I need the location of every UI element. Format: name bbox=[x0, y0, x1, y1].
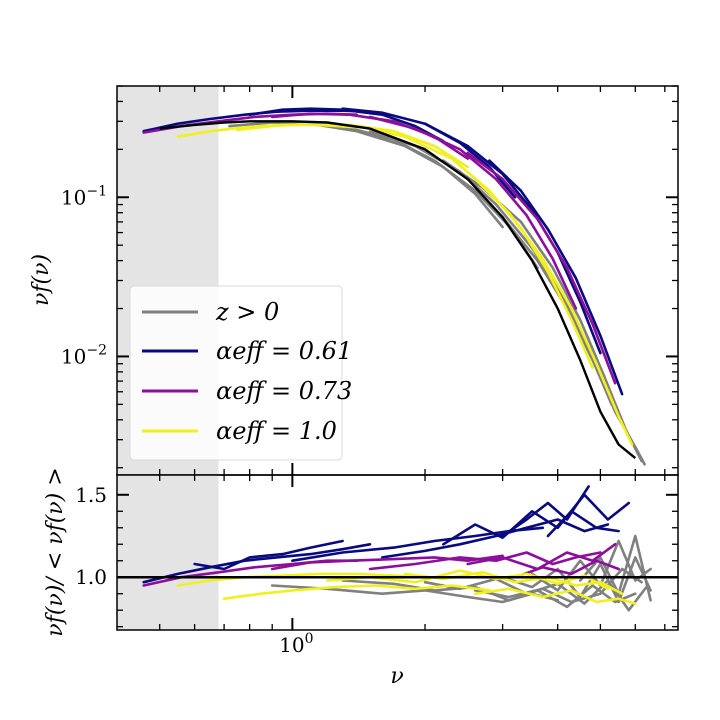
main-series-1-curve-4 bbox=[488, 159, 624, 396]
ratio-series-2-curve-2 bbox=[368, 551, 602, 571]
main-series-3-curve-3 bbox=[473, 177, 634, 446]
legend-label-z: z > 0 bbox=[215, 298, 279, 326]
ratio-series-3-curve-4 bbox=[473, 587, 637, 605]
ratio-series-2-curve-4 bbox=[513, 559, 620, 579]
main-series-2-curve-2 bbox=[368, 115, 578, 310]
ratio-series-0-curve-6 bbox=[473, 567, 643, 604]
main-ytick-label-0.1: 10−1 bbox=[61, 183, 107, 209]
ratio-shaded-region bbox=[117, 475, 219, 630]
legend-box bbox=[129, 285, 343, 461]
ratio-ylabel: νf(ν)/ < νf(ν) > bbox=[43, 467, 68, 636]
ratio-axes-frame bbox=[116, 474, 679, 631]
ratio-series-2-curve-1 bbox=[270, 554, 504, 571]
main-series-1-curve-3 bbox=[423, 122, 602, 355]
legend: z > 0 αeff = 0.61 αeff = 0.73 αeff = 1.0 bbox=[129, 285, 352, 461]
ratio-xtick-label-1: 100 bbox=[279, 631, 313, 657]
ratio-series-0-curve-1 bbox=[341, 579, 637, 609]
ratio-series-1-curve-1 bbox=[193, 539, 344, 571]
ratio-panel: 1.5 1.0 100 νf(ν)/ < νf(ν) > ν bbox=[43, 467, 679, 689]
ratio-ytick-label-1.0: 1.0 bbox=[75, 565, 107, 589]
main-series-2-curve-3 bbox=[466, 151, 617, 385]
xlabel: ν bbox=[390, 664, 403, 689]
legend-label-alpha-061: αeff = 0.61 bbox=[216, 337, 352, 365]
main-ylabel: νf(ν) bbox=[29, 254, 54, 306]
main-panel: 10−1 10−2 νf(ν) bbox=[29, 85, 679, 476]
main-mean-curve bbox=[159, 120, 637, 460]
ratio-series-0-curve-5 bbox=[578, 534, 652, 602]
ratio-ytick-label-1.5: 1.5 bbox=[75, 483, 107, 507]
ratio-series-1-curve-0 bbox=[142, 542, 372, 584]
ratio-series-3-curve-1 bbox=[222, 584, 491, 601]
ratio-series-1-curve-4 bbox=[441, 493, 631, 546]
ratio-series-2-curve-3 bbox=[466, 542, 617, 571]
main-series-group bbox=[142, 107, 646, 466]
ratio-series-0-curve-3 bbox=[501, 556, 652, 604]
ratio-series-3-curve-0 bbox=[176, 572, 427, 587]
main-series-0-curve-0 bbox=[228, 121, 504, 229]
legend-label-alpha-10: αeff = 1.0 bbox=[216, 417, 337, 445]
ratio-series-group bbox=[142, 485, 652, 612]
main-series-0-curve-4 bbox=[501, 215, 646, 466]
ratio-ticks bbox=[117, 475, 678, 630]
main-ticks bbox=[117, 85, 678, 475]
ratio-series-1-curve-6 bbox=[546, 509, 620, 538]
ratio-series-1-curve-3 bbox=[380, 518, 610, 559]
main-ytick-label-0.01: 10−2 bbox=[61, 342, 107, 368]
ratio-series-1-curve-5 bbox=[501, 485, 590, 538]
legend-label-alpha-073: αeff = 0.73 bbox=[216, 377, 352, 405]
